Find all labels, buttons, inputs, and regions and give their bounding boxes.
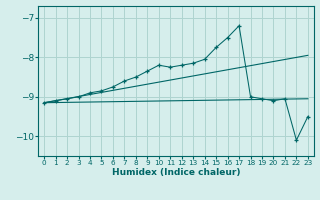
X-axis label: Humidex (Indice chaleur): Humidex (Indice chaleur) <box>112 168 240 177</box>
